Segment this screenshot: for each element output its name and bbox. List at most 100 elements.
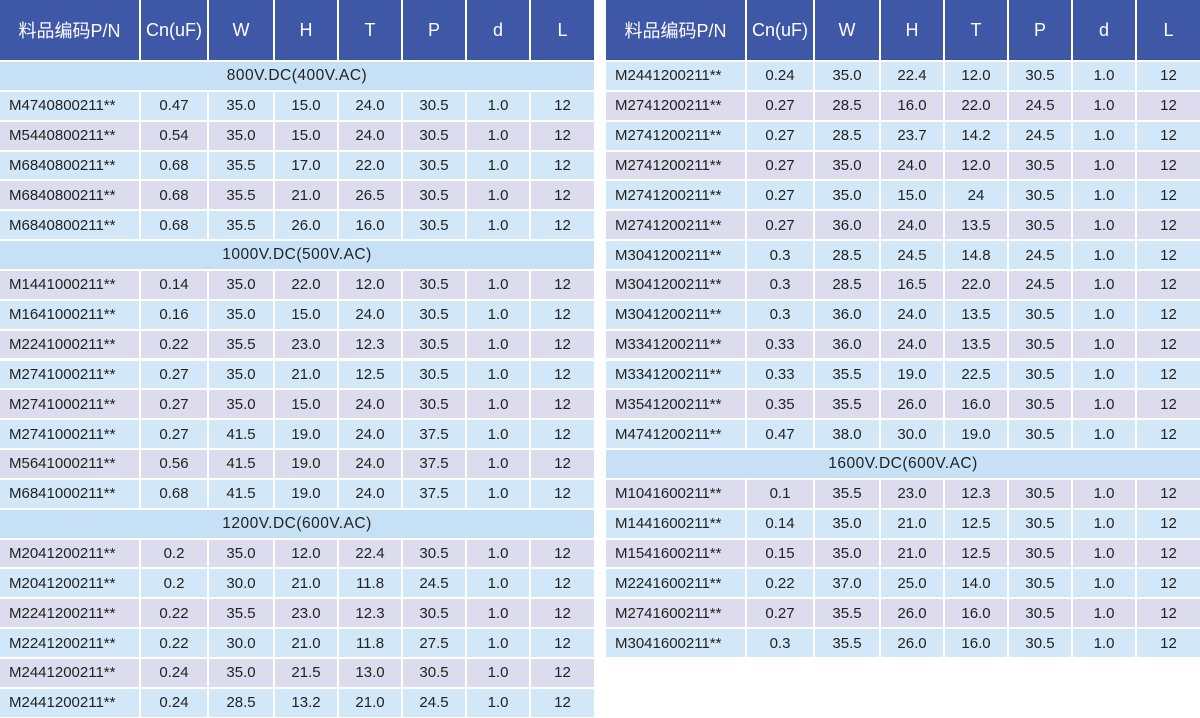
spec-cell: 13.5 <box>945 330 1007 359</box>
spec-cell: 30.5 <box>1009 390 1071 419</box>
spec-cell: 1.0 <box>467 151 529 180</box>
spec-cell: 0.22 <box>141 599 207 628</box>
spec-cell: 0.14 <box>747 509 813 538</box>
spec-cell: 35.5 <box>209 599 273 628</box>
spec-cell: 1.0 <box>1073 211 1135 240</box>
spec-cell: 12 <box>1137 300 1200 329</box>
spec-cell: 12.0 <box>339 270 401 299</box>
spec-cell: 1.0 <box>1073 62 1135 90</box>
part-number: M5641000211** <box>0 450 139 478</box>
spec-cell: 0.27 <box>747 181 813 210</box>
spec-cell: 1.0 <box>1073 300 1135 329</box>
spec-cell: 19.0 <box>945 420 1007 449</box>
spec-cell: 35.5 <box>815 599 879 628</box>
spec-cell: 22.0 <box>339 151 401 180</box>
spec-cell: 36.0 <box>815 330 879 359</box>
spec-cell: 15.0 <box>275 91 337 120</box>
spec-cell: 30.5 <box>1009 330 1071 359</box>
spec-cell: 30.5 <box>403 659 465 687</box>
header-cell: H <box>275 0 337 60</box>
spec-cell: 24.0 <box>881 151 943 180</box>
spec-cell: 24.5 <box>403 688 465 717</box>
part-number: M3341200211** <box>606 360 745 389</box>
spec-cell: 24.0 <box>881 300 943 329</box>
spec-cell: 17.0 <box>275 151 337 180</box>
spec-cell: 30.5 <box>1009 479 1071 508</box>
spec-cell: 37.5 <box>403 420 465 449</box>
spec-cell: 41.5 <box>209 479 273 508</box>
spec-cell: 12.3 <box>945 479 1007 508</box>
spec-cell: 35.5 <box>815 629 879 657</box>
spec-cell: 21.0 <box>275 569 337 598</box>
spec-cell: 1.0 <box>467 688 529 717</box>
spec-cell: 1.0 <box>1073 599 1135 628</box>
spec-cell: 0.27 <box>141 390 207 419</box>
header-cell: P <box>403 0 465 60</box>
spec-cell: 12 <box>1137 360 1200 389</box>
spec-cell: 24.5 <box>1009 241 1071 269</box>
spec-cell: 12 <box>531 151 594 180</box>
spec-cell: 30.5 <box>403 121 465 150</box>
spec-cell: 35.0 <box>815 181 879 210</box>
spec-cell: 0.35 <box>747 390 813 419</box>
spec-cell: 30.5 <box>403 151 465 180</box>
header-cell: 料品编码P/N <box>606 0 745 60</box>
part-number: M1041600211** <box>606 479 745 508</box>
spec-cell: 13.5 <box>945 300 1007 329</box>
spec-cell: 12.5 <box>945 539 1007 568</box>
spec-cell: 21.0 <box>339 688 401 717</box>
spec-cell: 1.0 <box>1073 539 1135 568</box>
spec-cell: 16.0 <box>881 91 943 120</box>
spec-cell: 1.0 <box>467 479 529 508</box>
header-cell: W <box>209 0 273 60</box>
spec-cell: 1.0 <box>467 330 529 359</box>
spec-cell: 0.1 <box>747 479 813 508</box>
spec-cell: 21.0 <box>881 509 943 538</box>
spec-cell: 36.0 <box>815 211 879 240</box>
part-number: M2741200211** <box>606 151 745 180</box>
spec-cell: 28.5 <box>815 270 879 299</box>
spec-cell: 35.5 <box>209 151 273 180</box>
spec-cell: 12 <box>531 270 594 299</box>
spec-cell: 14.2 <box>945 121 1007 150</box>
header-cell: P <box>1009 0 1071 60</box>
section-title: 1200V.DC(600V.AC) <box>0 509 594 538</box>
part-number: M3341200211** <box>606 330 745 359</box>
spec-cell: 0.16 <box>141 300 207 329</box>
spec-cell: 24.0 <box>881 330 943 359</box>
spec-cell: 12 <box>531 330 594 359</box>
spec-cell: 12 <box>531 659 594 687</box>
part-number: M3541200211** <box>606 390 745 419</box>
spec-cell: 37.0 <box>815 569 879 598</box>
spec-cell: 30.5 <box>1009 360 1071 389</box>
spec-cell: 30.5 <box>1009 509 1071 538</box>
spec-cell: 21.0 <box>275 181 337 210</box>
spec-cell: 13.0 <box>339 659 401 687</box>
spec-cell: 15.0 <box>881 181 943 210</box>
spec-cell: 1.0 <box>1073 330 1135 359</box>
section-title: 800V.DC(400V.AC) <box>0 62 594 90</box>
spec-cell: 35.0 <box>815 539 879 568</box>
spec-cell: 0.27 <box>747 121 813 150</box>
spec-cell: 35.0 <box>209 121 273 150</box>
spec-cell: 13.2 <box>275 688 337 717</box>
spec-cell: 0.68 <box>141 151 207 180</box>
header-cell: T <box>945 0 1007 60</box>
spec-cell: 1.0 <box>467 569 529 598</box>
spec-cell: 12 <box>1137 211 1200 240</box>
spec-cell: 28.5 <box>209 688 273 717</box>
spec-cell: 12.3 <box>339 330 401 359</box>
spec-cell: 24.0 <box>339 91 401 120</box>
spec-cell: 30.5 <box>1009 300 1071 329</box>
part-number: M6841000211** <box>0 479 139 508</box>
part-number: M2741200211** <box>606 181 745 210</box>
part-number: M2741000211** <box>0 360 139 389</box>
spec-cell: 30.5 <box>1009 62 1071 90</box>
spec-cell: 28.5 <box>815 241 879 269</box>
spec-cell: 35.0 <box>209 390 273 419</box>
spec-cell: 35.5 <box>209 211 273 240</box>
part-number: M2041200211** <box>0 539 139 568</box>
spec-cell: 24.5 <box>403 569 465 598</box>
spec-cell: 21.0 <box>275 629 337 657</box>
spec-cell: 11.8 <box>339 569 401 598</box>
